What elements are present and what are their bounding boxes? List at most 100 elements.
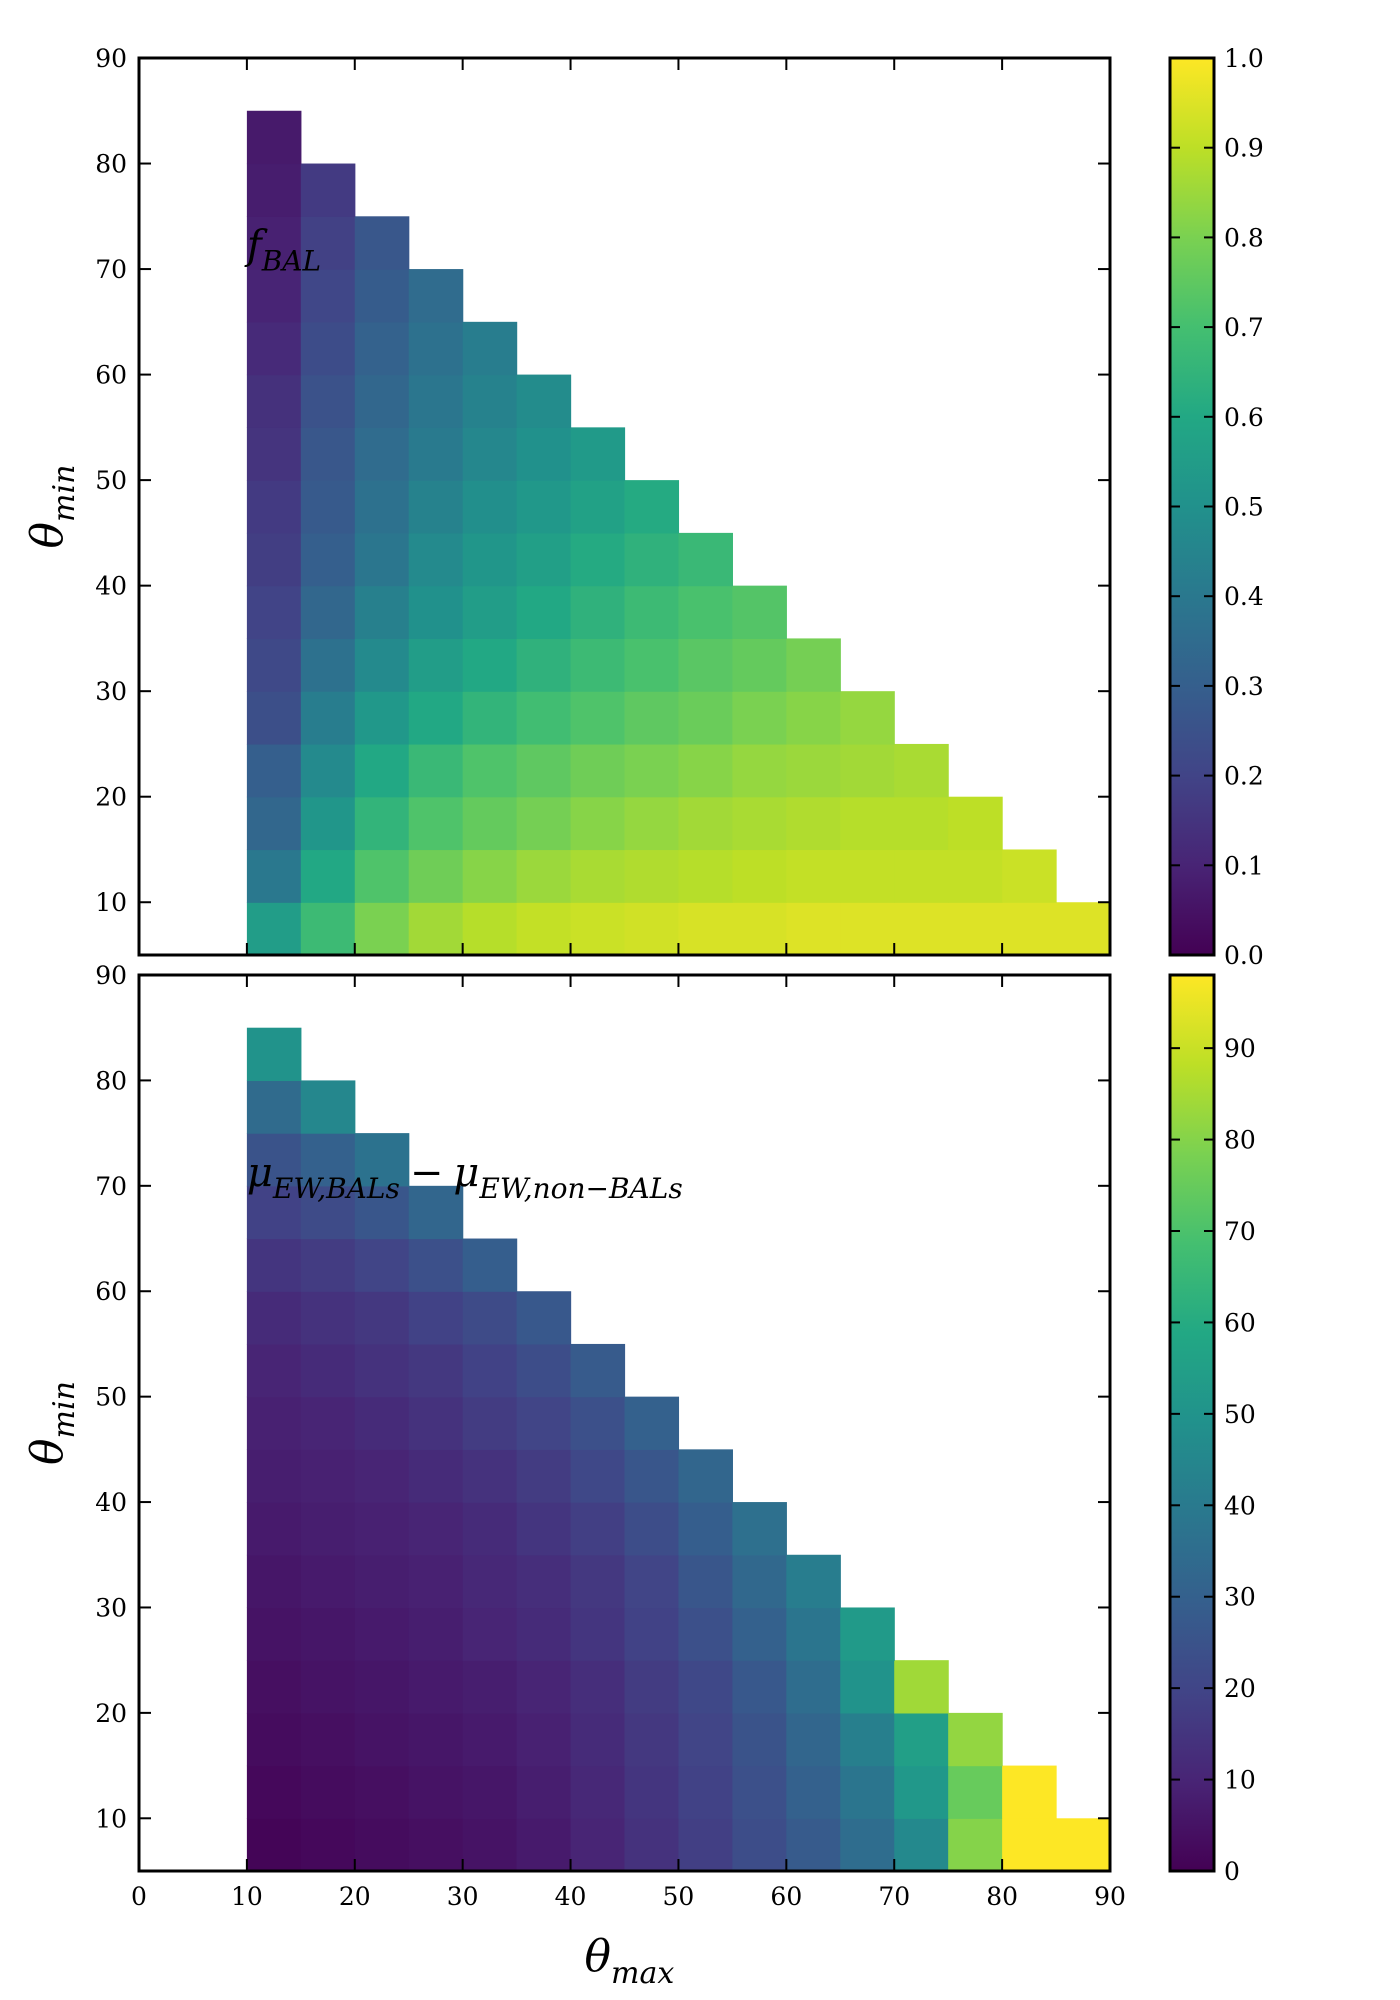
heatmap-cell [570, 1449, 626, 1503]
heatmap-cell [624, 1502, 680, 1556]
heatmap-cell [300, 1818, 356, 1872]
heatmap-cell [246, 1396, 302, 1450]
heatmap-cell [300, 480, 356, 534]
heatmap-cell [462, 1396, 518, 1450]
heatmap-cell [948, 849, 1003, 903]
y-tick-label: 20 [95, 1699, 127, 1728]
heatmap-cell [408, 1765, 464, 1819]
heatmap-cell [354, 1765, 410, 1819]
heatmap-cell [354, 480, 410, 534]
heatmap-cell [1002, 1765, 1057, 1819]
heatmap-cell [246, 585, 302, 640]
heatmap-cell [516, 902, 572, 956]
heatmap-cell [246, 849, 302, 903]
y-tick-label: 70 [95, 1172, 127, 1201]
heatmap-cell [570, 1712, 626, 1767]
heatmap-cell [462, 1502, 518, 1556]
heatmap-cell [570, 902, 626, 956]
heatmap-cell [516, 1818, 572, 1872]
heatmap-cell [678, 1765, 733, 1819]
heatmap-cell [300, 269, 356, 323]
heatmap-cell [462, 691, 518, 745]
heatmap-cell [678, 1660, 733, 1714]
y-axis-label: θmin [22, 465, 82, 549]
heatmap-cell [570, 743, 626, 798]
heatmap-cell [570, 1765, 626, 1819]
heatmap-cell [408, 796, 464, 851]
heatmap-cell [462, 1818, 518, 1872]
heatmap-cell [246, 1712, 302, 1767]
heatmap-cell [246, 374, 302, 428]
heatmap-cell [732, 1660, 787, 1714]
heatmap-cell [462, 902, 518, 956]
colorbar-tick-label: 0.4 [1224, 582, 1264, 611]
colorbar-tick-label: 0.6 [1224, 403, 1264, 432]
heatmap-cell [354, 374, 410, 428]
heatmap-cell [300, 216, 356, 270]
colorbar-tick-label: 0.3 [1224, 672, 1264, 701]
heatmap-cell [786, 849, 841, 903]
heatmap-cell [354, 638, 410, 692]
heatmap-cell [354, 1449, 410, 1503]
heatmap-cell [624, 1607, 680, 1661]
heatmap-cell [354, 902, 410, 956]
heatmap-cell [300, 1133, 356, 1187]
heatmap-cell [516, 532, 572, 587]
x-tick-label: 60 [770, 1882, 802, 1911]
heatmap-cell [678, 1712, 733, 1767]
heatmap-cell [786, 1818, 841, 1872]
heatmap-cell [516, 638, 572, 692]
heatmap-cell [516, 1449, 572, 1503]
plot-frame [137, 973, 1112, 1873]
y-tick-label: 10 [95, 888, 127, 917]
heatmap-cell [462, 585, 518, 640]
heatmap-cell [624, 1712, 680, 1767]
heatmap-cell [246, 163, 302, 217]
heatmap-cell [462, 1343, 518, 1398]
heatmap-cell [246, 1238, 302, 1292]
heatmap-cell [516, 1396, 572, 1450]
heatmap-cell [624, 1818, 680, 1872]
heatmap-cell [678, 743, 733, 798]
panel-annotation: fBAL [244, 223, 321, 278]
heatmap-cell [462, 1291, 518, 1345]
heatmap-cell [408, 1343, 464, 1398]
heatmap-cell [354, 216, 410, 270]
heatmap-cell [624, 1449, 680, 1503]
heatmap-cell [462, 1607, 518, 1661]
heatmap-cell [894, 1818, 949, 1872]
heatmap-cell [462, 1449, 518, 1503]
heatmap-cell [570, 638, 626, 692]
heatmap-cell [354, 691, 410, 745]
heatmap-cell [246, 1607, 302, 1661]
heatmap-cell [300, 1238, 356, 1292]
colorbar-tick-label: 30 [1224, 1583, 1256, 1612]
heatmap-cell [732, 743, 787, 798]
heatmap-cell [246, 691, 302, 745]
heatmap-cell [246, 110, 302, 165]
heatmap-cell [624, 849, 680, 903]
heatmap-cell [354, 1607, 410, 1661]
x-tick-label: 50 [663, 1882, 695, 1911]
y-tick-label: 70 [95, 255, 127, 284]
heatmap-cell [408, 1291, 464, 1345]
heatmap-cell [624, 1554, 680, 1609]
heatmap-cell [732, 638, 787, 692]
heatmap-cell [408, 374, 464, 428]
heatmap-cell [678, 1502, 733, 1556]
heatmap-cell [570, 427, 626, 481]
heatmap-cell [516, 1343, 572, 1398]
heatmap-cell [516, 427, 572, 481]
heatmap-cell [246, 638, 302, 692]
heatmap-cell [300, 796, 356, 851]
heatmap-cell [300, 1765, 356, 1819]
heatmap-cell [732, 1765, 787, 1819]
heatmap-cell [462, 796, 518, 851]
heatmap-cell [408, 1185, 464, 1240]
heatmap-cell [354, 1554, 410, 1609]
heatmap-cell [246, 1502, 302, 1556]
heatmap-cell [570, 585, 626, 640]
heatmap-cell [408, 1554, 464, 1609]
heatmap-cell [570, 1502, 626, 1556]
heatmap-cell [570, 1554, 626, 1609]
